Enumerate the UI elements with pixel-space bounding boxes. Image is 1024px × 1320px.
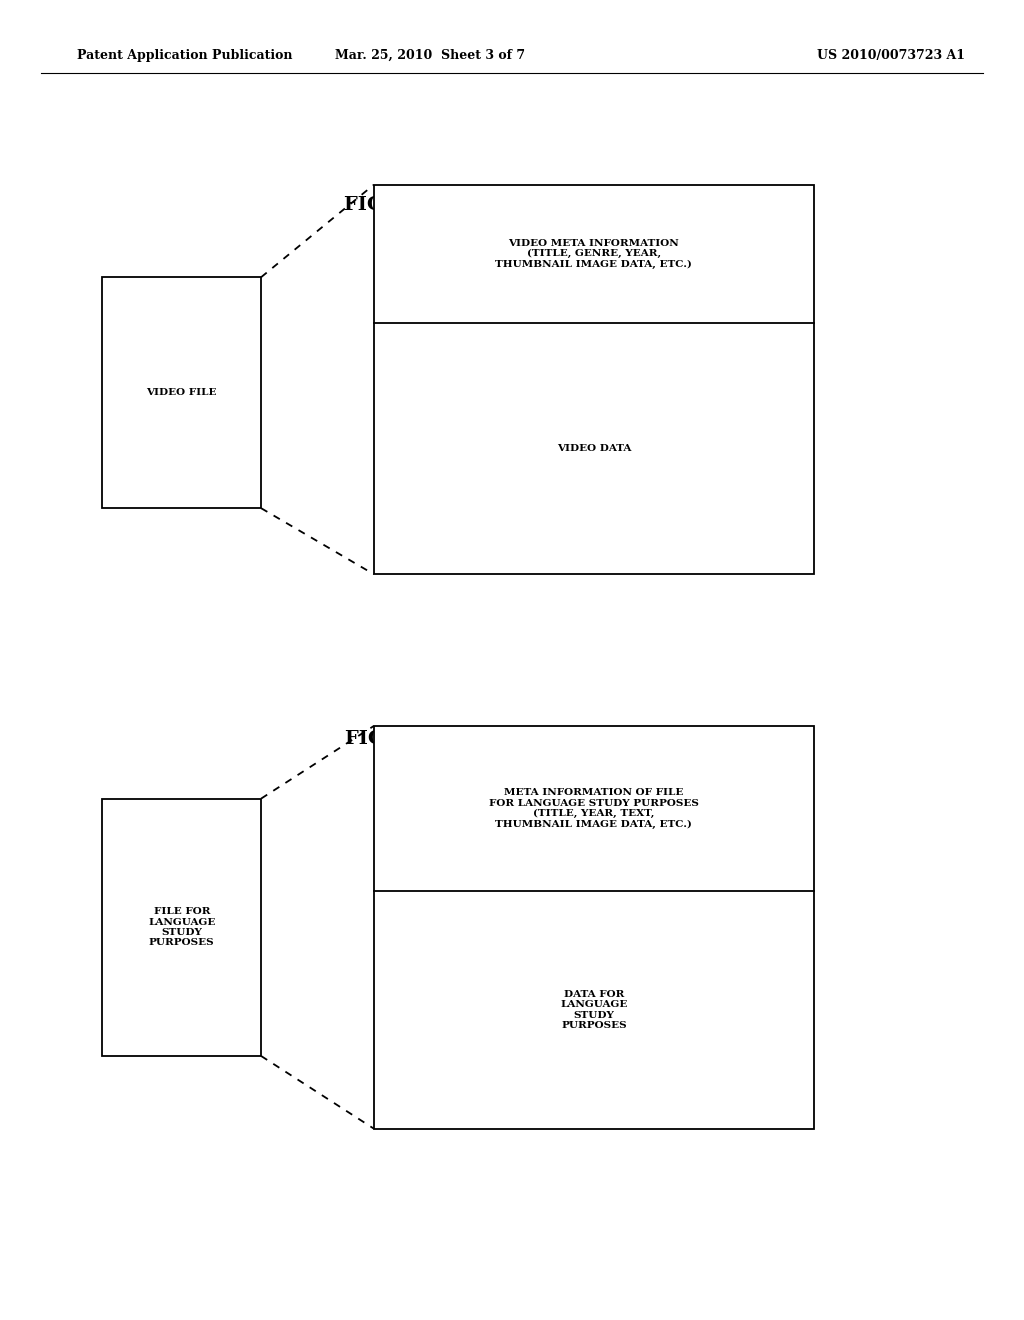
Text: FILE FOR
LANGUAGE
STUDY
PURPOSES: FILE FOR LANGUAGE STUDY PURPOSES bbox=[148, 907, 215, 948]
Bar bbox=[102, 799, 261, 1056]
Text: FIG.  3B: FIG. 3B bbox=[344, 195, 434, 214]
Text: Patent Application Publication: Patent Application Publication bbox=[77, 49, 292, 62]
Text: FIG.  3C: FIG. 3C bbox=[345, 730, 433, 748]
Text: VIDEO FILE: VIDEO FILE bbox=[146, 388, 217, 397]
Text: Mar. 25, 2010  Sheet 3 of 7: Mar. 25, 2010 Sheet 3 of 7 bbox=[335, 49, 525, 62]
Bar bbox=[374, 726, 814, 1129]
Bar bbox=[102, 277, 261, 508]
Text: US 2010/0073723 A1: US 2010/0073723 A1 bbox=[817, 49, 965, 62]
Text: VIDEO META INFORMATION
(TITLE, GENRE, YEAR,
THUMBNAIL IMAGE DATA, ETC.): VIDEO META INFORMATION (TITLE, GENRE, YE… bbox=[496, 239, 692, 269]
Text: DATA FOR
LANGUAGE
STUDY
PURPOSES: DATA FOR LANGUAGE STUDY PURPOSES bbox=[560, 990, 628, 1030]
Bar bbox=[374, 185, 814, 574]
Text: META INFORMATION OF FILE
FOR LANGUAGE STUDY PURPOSES
(TITLE, YEAR, TEXT,
THUMBNA: META INFORMATION OF FILE FOR LANGUAGE ST… bbox=[489, 788, 698, 829]
Text: VIDEO DATA: VIDEO DATA bbox=[557, 444, 631, 453]
